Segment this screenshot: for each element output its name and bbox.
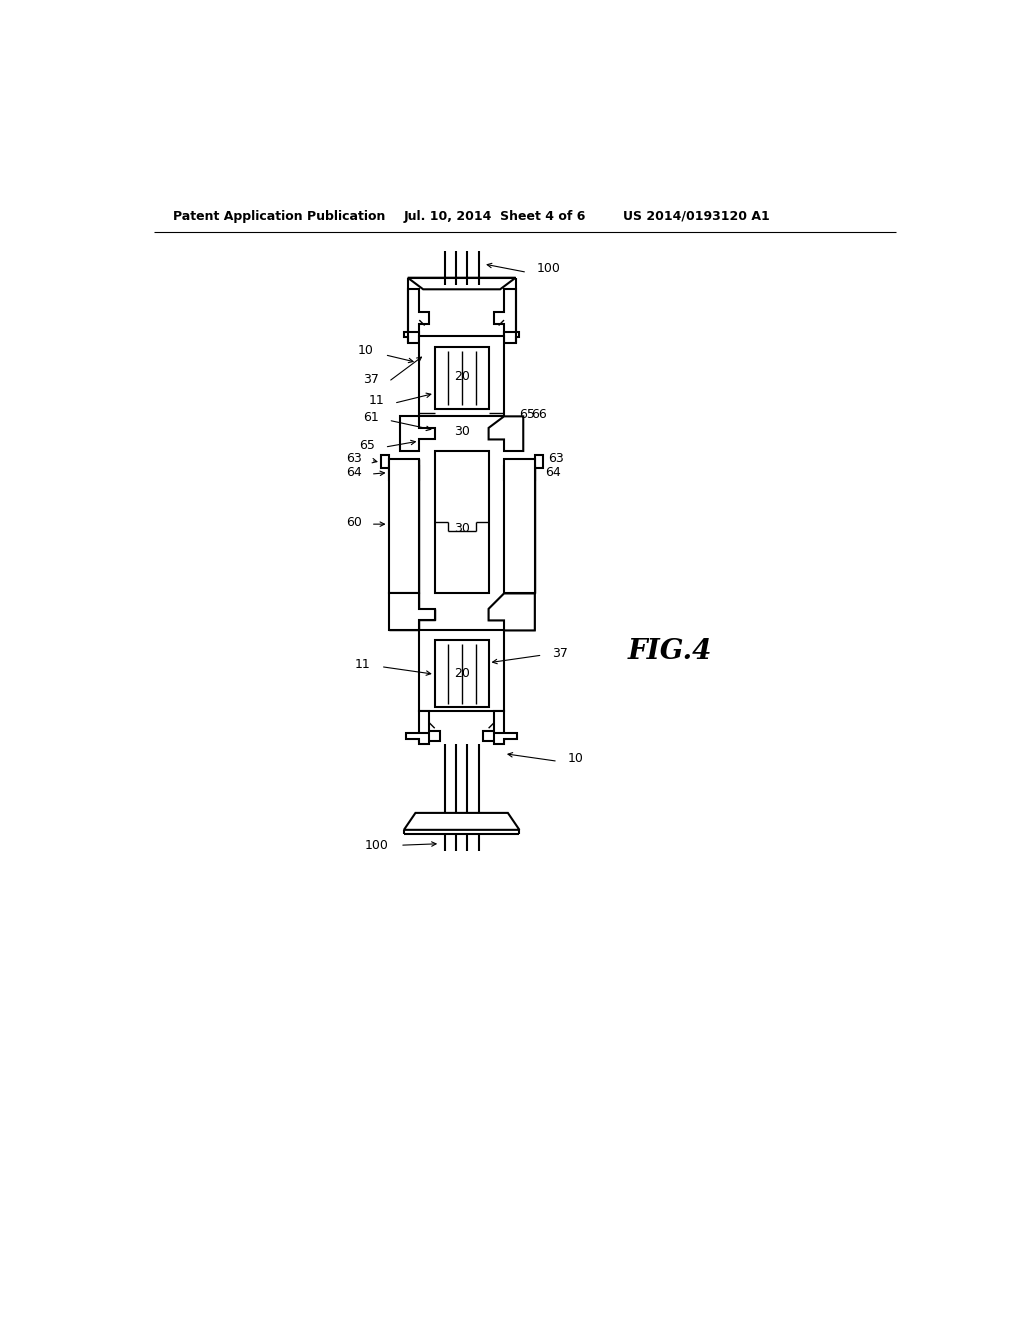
Polygon shape xyxy=(488,416,523,451)
Polygon shape xyxy=(400,416,435,451)
Polygon shape xyxy=(488,594,535,631)
Text: Patent Application Publication: Patent Application Publication xyxy=(173,210,385,223)
Polygon shape xyxy=(388,459,419,594)
Polygon shape xyxy=(403,331,419,343)
Text: 61: 61 xyxy=(362,412,379,425)
Polygon shape xyxy=(488,594,535,631)
Polygon shape xyxy=(408,277,515,289)
Text: 20: 20 xyxy=(454,370,470,383)
Text: 64: 64 xyxy=(545,466,560,479)
Polygon shape xyxy=(388,466,419,480)
Polygon shape xyxy=(419,631,504,711)
Polygon shape xyxy=(381,455,388,469)
Text: 63: 63 xyxy=(548,453,563,465)
Polygon shape xyxy=(408,289,429,335)
Text: 10: 10 xyxy=(568,752,584,766)
Text: 30: 30 xyxy=(454,521,470,535)
Polygon shape xyxy=(435,347,488,409)
Polygon shape xyxy=(504,459,535,594)
Text: 20: 20 xyxy=(454,667,470,680)
Polygon shape xyxy=(535,455,543,469)
Polygon shape xyxy=(504,331,519,343)
Text: 60: 60 xyxy=(346,516,361,529)
Polygon shape xyxy=(388,594,435,631)
Text: 37: 37 xyxy=(553,647,568,660)
Polygon shape xyxy=(504,466,535,480)
Text: 65: 65 xyxy=(358,440,375,453)
Text: 100: 100 xyxy=(365,838,388,851)
Text: 11: 11 xyxy=(369,395,385,408)
Text: US 2014/0193120 A1: US 2014/0193120 A1 xyxy=(624,210,770,223)
Polygon shape xyxy=(435,640,488,708)
Polygon shape xyxy=(407,733,429,743)
Text: 10: 10 xyxy=(357,345,373,358)
Polygon shape xyxy=(435,451,488,594)
Polygon shape xyxy=(483,711,504,741)
Polygon shape xyxy=(388,459,419,594)
Text: 11: 11 xyxy=(355,657,371,671)
Polygon shape xyxy=(494,289,515,335)
Text: FIG.4: FIG.4 xyxy=(628,638,712,665)
Polygon shape xyxy=(403,813,519,830)
Polygon shape xyxy=(494,733,517,743)
Text: Jul. 10, 2014  Sheet 4 of 6: Jul. 10, 2014 Sheet 4 of 6 xyxy=(403,210,587,223)
Text: 37: 37 xyxy=(362,372,379,385)
Polygon shape xyxy=(419,335,504,416)
Polygon shape xyxy=(419,711,440,741)
Text: 64: 64 xyxy=(346,466,361,479)
Text: 100: 100 xyxy=(537,261,560,275)
Text: 65: 65 xyxy=(519,408,536,421)
Polygon shape xyxy=(388,594,435,631)
Text: 30: 30 xyxy=(454,425,470,438)
Polygon shape xyxy=(504,459,535,594)
Text: 63: 63 xyxy=(346,453,361,465)
Text: 66: 66 xyxy=(531,408,547,421)
